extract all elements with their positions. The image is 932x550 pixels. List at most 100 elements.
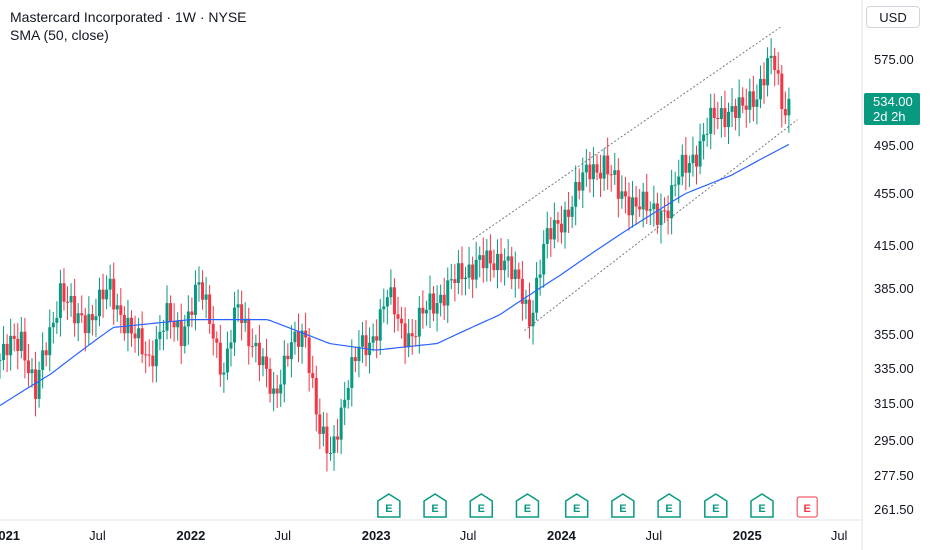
candle-body [16,338,20,351]
candle-up [538,259,542,296]
candle-body [140,328,144,355]
candle-up [563,201,567,249]
candle-up [183,314,187,354]
candle-body [691,154,695,164]
candle-down [556,211,560,243]
candle-down [481,237,485,283]
earnings-marker[interactable]: E [796,496,818,518]
earnings-marker[interactable]: E [657,493,681,518]
candle-down [83,308,87,352]
earnings-marker-box [377,493,401,518]
candle-down [336,418,340,454]
candle-body [762,78,766,86]
candle-down [275,374,279,408]
candle-down [577,168,581,200]
candle-up [652,185,656,227]
candle-down [144,341,148,374]
candle-down [776,52,780,85]
candle-body [773,55,777,71]
candle-up [524,289,528,320]
candle-body [272,388,276,394]
chart-legend: Mastercard Incorporated · 1W · NYSE SMA … [10,8,247,44]
candle-up [758,65,762,109]
candle-down [190,297,194,328]
candle-body [588,164,592,180]
candle-body [446,280,450,306]
candle-down [520,260,524,321]
candle-down [559,205,563,244]
candle-body [734,105,738,118]
candle-down [723,90,727,137]
candle-body [474,259,478,280]
candle-body [634,197,638,207]
price-tick-label: 295.00 [874,433,914,449]
candle-down [588,151,592,193]
candle-up [229,329,233,367]
earnings-marker[interactable]: E [515,493,540,518]
candle-body [289,342,293,360]
candle-down [140,311,144,364]
earnings-marker[interactable]: E [564,493,589,518]
candle-down [684,137,688,191]
candle-down [26,344,30,387]
candle-body [69,295,73,303]
indicator-label[interactable]: SMA (50, close) [10,27,109,43]
candle-down [147,339,151,367]
candle-up [197,266,201,302]
earnings-marker[interactable]: E [750,493,774,518]
candle-down [638,189,642,217]
candle-up [478,246,482,278]
candle-body [211,323,215,339]
time-tick-label: 2024 [546,528,576,543]
candle-up [766,47,770,97]
earnings-marker[interactable]: E [469,493,494,518]
candle-up [2,326,6,371]
candle-body [318,414,322,434]
candle-up [687,155,691,188]
candle-body [350,357,354,388]
candle-body [44,350,48,356]
candle-body [769,55,773,59]
candle-down [499,238,503,283]
candle-body [648,209,652,211]
candle-down [606,137,610,190]
candle-up [677,159,681,204]
price-tick-label: 415.00 [874,238,914,254]
candle-down [741,87,745,114]
candle-body [98,289,102,317]
candle-body [236,304,240,308]
time-tick-label: Jul [459,528,477,543]
earnings-marker-box [564,493,589,518]
earnings-marker[interactable]: E [377,493,401,518]
candle-down [307,327,311,392]
candle-body [709,107,713,134]
candle-up [115,293,119,322]
candle-down [414,320,418,347]
candle-body [101,289,105,300]
candle-up [204,277,208,319]
time-tick-label: Jul [830,528,848,543]
currency-button[interactable]: USD [866,6,920,28]
earnings-marker[interactable]: E [611,493,635,518]
candle-body [122,315,126,334]
candle-down [783,91,787,125]
candle-up [350,339,354,407]
candle-down [634,185,638,225]
price-tick-label: 261.50 [874,502,914,517]
channel-line-upper[interactable] [472,25,783,240]
candle-body [375,336,379,341]
candle-body [396,314,400,319]
candle-down [66,286,70,320]
candle-body [442,294,446,306]
earnings-marker-box [704,493,728,518]
candle-down [527,282,531,339]
candle-body [783,109,787,116]
earnings-marker[interactable]: E [423,493,447,518]
earnings-marker[interactable]: E [704,493,728,518]
candle-up [382,288,386,323]
candle-body [758,78,762,100]
last-price-value: 534.00 [873,94,913,109]
symbol-title[interactable]: Mastercard Incorporated · 1W · NYSE [10,9,247,25]
